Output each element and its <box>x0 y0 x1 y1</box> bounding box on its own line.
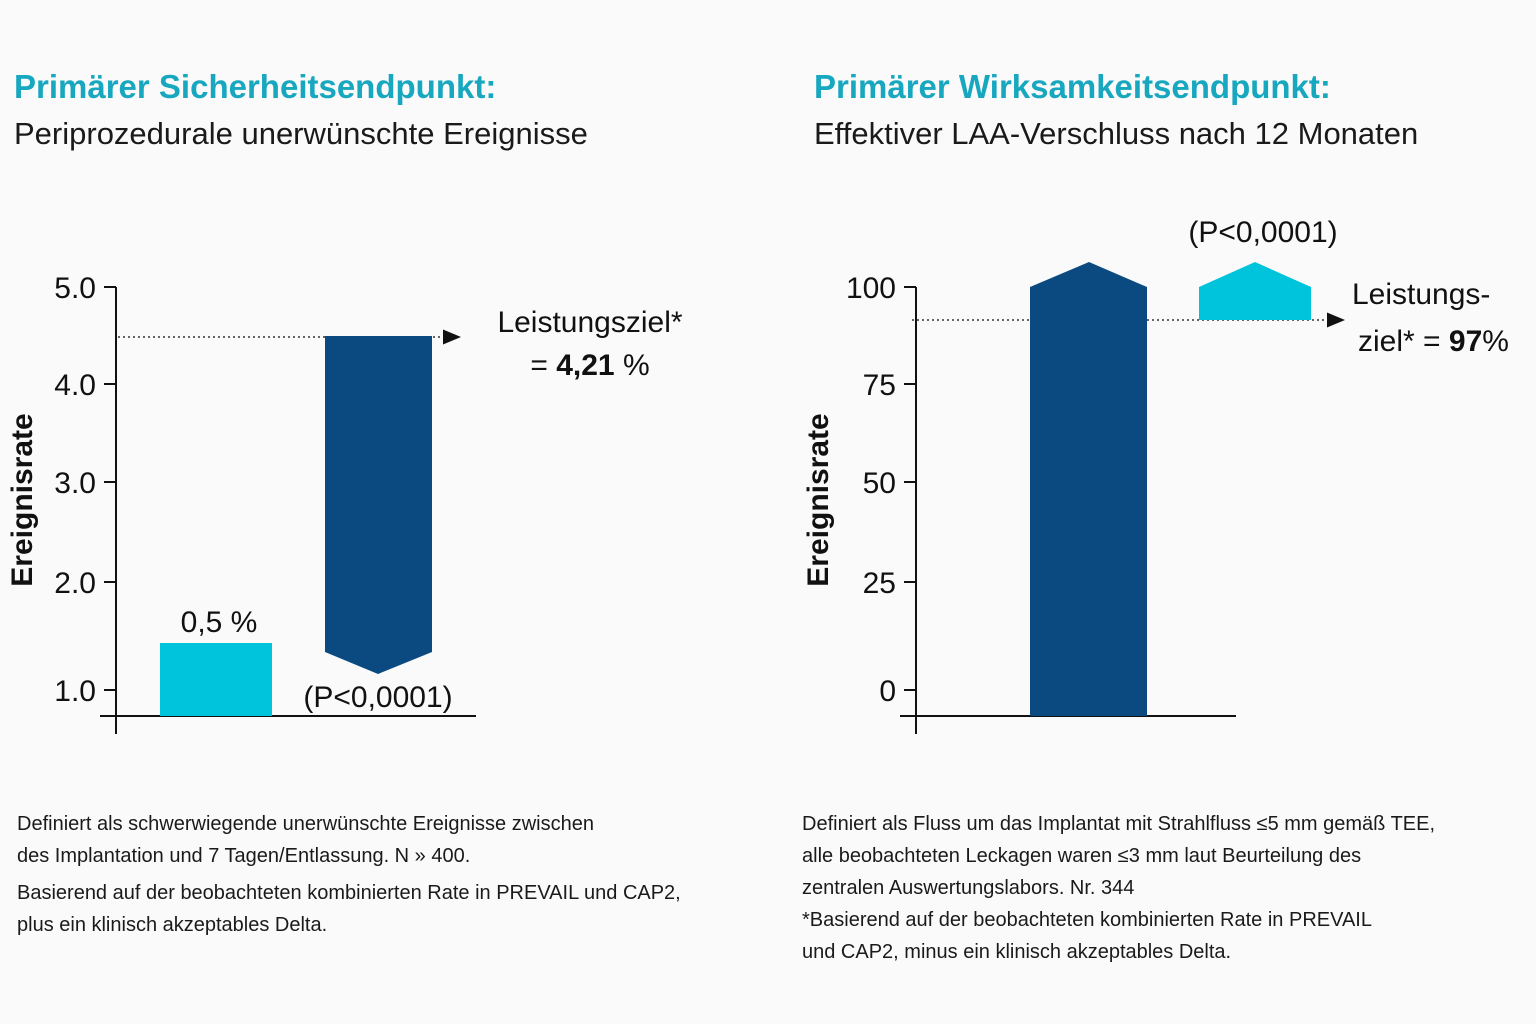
y-tick-label: 25 <box>863 567 896 600</box>
right-notes: Definiert als Fluss um das Implantat mit… <box>802 808 1435 968</box>
right-goal-label-line2: ziel* = 97% <box>1358 325 1509 358</box>
left-chart-subtitle: Periprozedurale unerwünschte Ereignisse <box>14 116 588 151</box>
right-bar-goal <box>1199 262 1311 320</box>
y-tick-label: 50 <box>863 467 896 500</box>
y-tick-label: 75 <box>863 369 896 402</box>
left-pvalue: (P<0,0001) <box>303 681 452 714</box>
left-y-axis-label: Ereignisrate <box>6 413 39 586</box>
right-chart-subtitle: Effektiver LAA-Verschluss nach 12 Monate… <box>814 116 1419 151</box>
right-goal-label-line1: Leistungs- <box>1352 278 1490 311</box>
note-line: Definiert als Fluss um das Implantat mit… <box>802 813 1436 835</box>
note-line: Definiert als schwerwiegende unerwünscht… <box>17 813 594 835</box>
left-notes: Definiert als schwerwiegende unerwünscht… <box>17 808 681 941</box>
note-line: des Implantation und 7 Tagen/Entlassung.… <box>17 845 471 867</box>
left-chart-title: Primärer Sicherheitsendpunkt: <box>14 68 497 105</box>
y-tick-label: 4.0 <box>54 369 96 402</box>
note-line: plus ein klinisch akzeptables Delta. <box>17 914 328 936</box>
y-tick-label: 2.0 <box>54 567 96 600</box>
y-tick-label: 3.0 <box>54 467 96 500</box>
right-y-axis-label: Ereignisrate <box>802 413 835 586</box>
note-line: und CAP2, minus ein klinisch akzeptables… <box>802 941 1232 963</box>
note-line: *Basierend auf der beobachteten kombinie… <box>802 909 1372 931</box>
left-goal-label: Leistungsziel* <box>497 306 682 339</box>
right-chart-title: Primärer Wirksamkeitsendpunkt: <box>814 68 1331 105</box>
y-tick-label: 100 <box>846 272 896 305</box>
y-tick-label: 5.0 <box>54 272 96 305</box>
right-bar-observed <box>1030 262 1147 716</box>
y-tick-label: 1.0 <box>54 675 96 708</box>
right-chart: Ereignisrate 100 75 50 25 0 (P<0,0001) Leist… <box>802 216 1509 734</box>
left-chart: Ereignisrate 5.0 4.0 3.0 2.0 1.0 0,5 % (P<0,… <box>6 272 683 734</box>
note-line: zentralen Auswertungslabors. Nr. 344 <box>802 877 1135 899</box>
y-tick-label: 0 <box>879 675 896 708</box>
note-line: Basierend auf der beobachteten kombinier… <box>17 882 681 904</box>
left-goal-value: = 4,21 % <box>530 349 649 382</box>
note-line: alle beobachteten Leckagen waren ≤3 mm l… <box>802 845 1362 867</box>
right-pvalue: (P<0,0001) <box>1188 216 1337 249</box>
left-bar-observed <box>160 643 272 716</box>
left-observed-label: 0,5 % <box>181 606 258 639</box>
left-bar-goal <box>325 336 432 674</box>
